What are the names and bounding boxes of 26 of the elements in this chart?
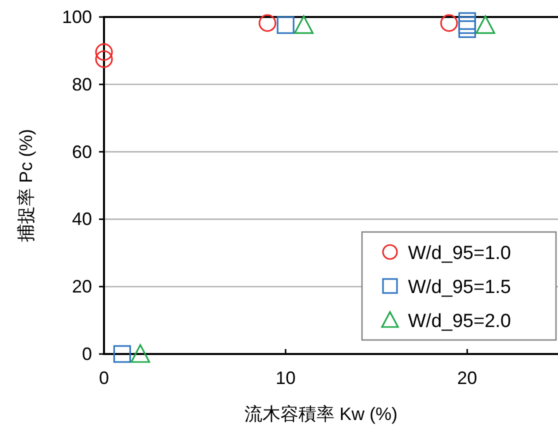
y-tick-label: 60	[72, 142, 92, 162]
point	[130, 344, 150, 363]
point	[258, 14, 276, 32]
y-tick-label: 80	[72, 74, 92, 94]
point	[458, 12, 476, 30]
y-tick-label: 20	[72, 276, 92, 297]
y-tick-label: 40	[72, 209, 92, 230]
x-tick-label: 0	[98, 368, 110, 388]
legend-label: W/d_95=2.0	[408, 311, 511, 332]
y-tick-label: 0	[82, 344, 92, 364]
legend-label: W/d_95=1.0	[408, 243, 511, 264]
x-tick-label: 20	[457, 368, 478, 388]
point	[476, 15, 496, 34]
point	[95, 50, 113, 68]
y-tick-label: 100	[62, 7, 92, 27]
point	[95, 43, 113, 61]
point	[440, 14, 458, 32]
legend-label: W/d_95=1.5	[408, 277, 511, 298]
y-axis-title: 捕捉率 Pc (%)	[16, 128, 36, 242]
point	[113, 345, 131, 363]
point	[458, 16, 476, 34]
point	[458, 20, 476, 38]
point	[294, 15, 314, 34]
point	[276, 16, 294, 34]
x-tick-label: 10	[276, 368, 296, 388]
x-axis-title: 流木容積率 Kw (%)	[244, 404, 398, 424]
